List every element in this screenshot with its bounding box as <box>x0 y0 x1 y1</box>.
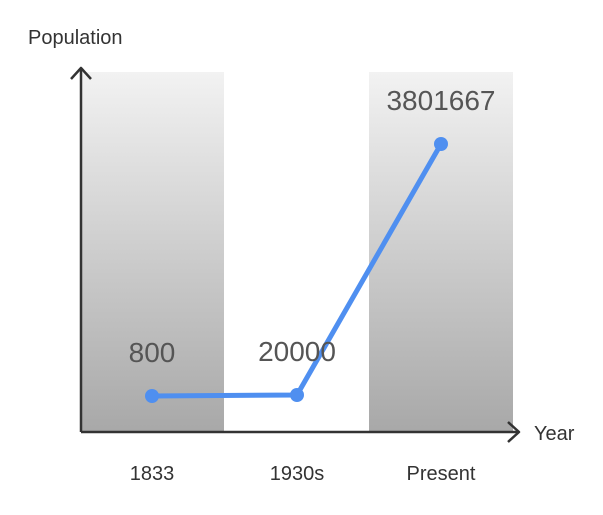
data-label: 20000 <box>258 336 336 367</box>
data-point <box>290 388 304 402</box>
axes: Population Year <box>28 27 575 445</box>
data-label: 3801667 <box>386 85 495 116</box>
background-bands <box>80 72 513 432</box>
x-tick-label: 1833 <box>130 463 175 485</box>
x-tick-label: Present <box>407 463 476 485</box>
population-series <box>145 137 448 403</box>
background-band-present <box>369 72 513 432</box>
data-point <box>434 137 448 151</box>
data-point <box>145 389 159 403</box>
data-labels: 800 20000 3801667 <box>129 85 496 368</box>
x-tick-label: 1930s <box>270 463 325 485</box>
data-label: 800 <box>129 337 176 368</box>
x-tick-labels: 1833 1930s Present <box>130 463 476 485</box>
y-axis-label: Population <box>28 27 123 49</box>
background-band-1833 <box>80 72 224 432</box>
x-axis-arrowhead <box>507 421 521 443</box>
x-axis-label: Year <box>534 423 575 445</box>
